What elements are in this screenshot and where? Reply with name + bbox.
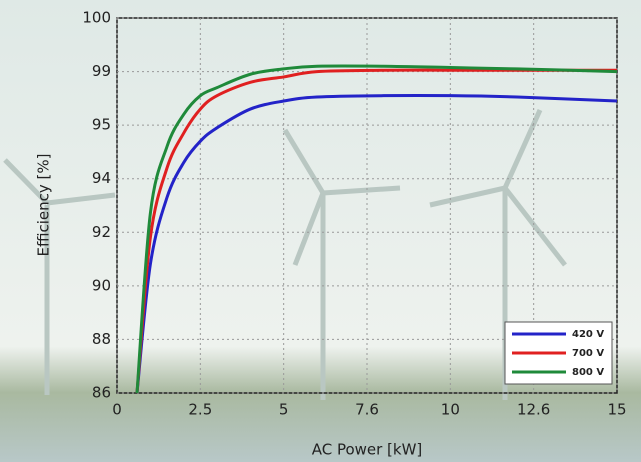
y-tick-label: 94 bbox=[92, 169, 111, 187]
x-tick-label: 12.6 bbox=[517, 401, 550, 419]
x-tick-label: 7.6 bbox=[355, 401, 379, 419]
y-tick-label: 99 bbox=[92, 62, 111, 80]
x-tick-label: 10 bbox=[441, 401, 460, 419]
data-line bbox=[135, 64, 618, 394]
y-tick-label: 90 bbox=[92, 276, 111, 294]
turbines bbox=[3, 108, 567, 400]
y-tick-label: 100 bbox=[82, 9, 111, 27]
legend-label: 800 V bbox=[572, 367, 604, 378]
y-tick-label: 86 bbox=[92, 384, 111, 402]
y-tick-label: 95 bbox=[92, 116, 111, 134]
y-axis-label: Efficiency [%] bbox=[35, 154, 53, 257]
data-line bbox=[135, 94, 618, 394]
x-tick-label: 2.5 bbox=[188, 401, 212, 419]
x-tick-label: 0 bbox=[112, 401, 122, 419]
x-axis-label: AC Power [kW] bbox=[312, 441, 423, 459]
y-tick-label: 88 bbox=[92, 330, 111, 348]
legend-label: 420 V bbox=[572, 329, 604, 340]
legend-label: 700 V bbox=[572, 348, 604, 359]
data-line bbox=[135, 68, 617, 394]
x-tick-label: 15 bbox=[607, 401, 626, 419]
x-tick-label: 5 bbox=[279, 401, 289, 419]
y-tick-label: 92 bbox=[92, 223, 111, 241]
